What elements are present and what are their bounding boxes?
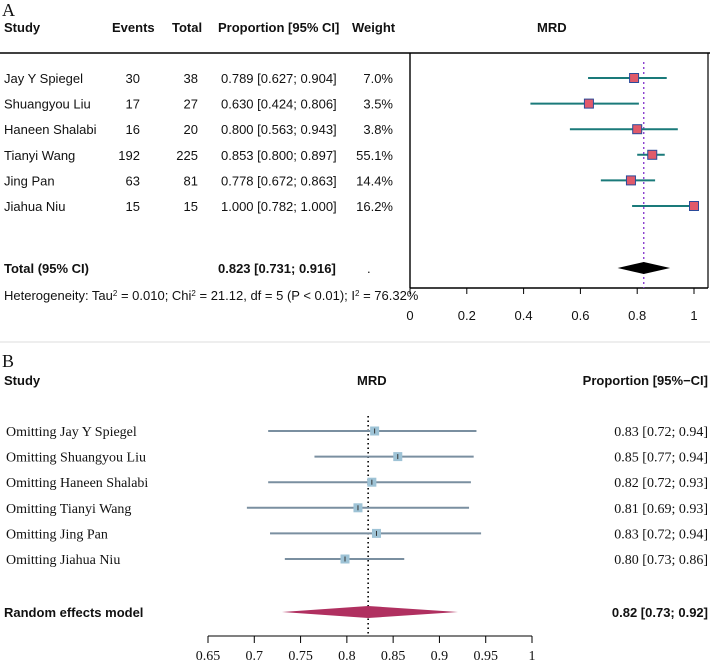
study-weight: 55.1%	[356, 148, 393, 163]
study-events: 16	[126, 122, 140, 137]
panel-a-tick-labels: 0 0.2 0.4 0.6 0.8 1	[406, 288, 698, 323]
panel-a-label: A	[2, 0, 15, 20]
study-events: 17	[126, 97, 140, 112]
study-name: Jay Y Spiegel	[4, 71, 83, 86]
het-tau-sup: 2	[113, 289, 118, 298]
study-ci-text: 0.853 [0.800; 0.897]	[221, 148, 337, 163]
study-ci-text: 1.000 [0.782; 1.000]	[221, 199, 337, 214]
het-i-sup: 2	[355, 289, 360, 298]
study-weight: 3.8%	[363, 122, 393, 137]
het-prefix: Heterogeneity: Tau	[4, 288, 113, 303]
panel-b-plot-title: MRD	[357, 373, 387, 388]
het-tau-val: = 0.010; Chi	[117, 288, 191, 303]
panel-b-col-study: Study	[4, 373, 41, 388]
het-chi-sup: 2	[191, 289, 196, 298]
pooled-diamond	[617, 262, 671, 274]
total-ci-text: 0.823 [0.731; 0.916]	[218, 261, 336, 276]
study-point-estimate	[583, 98, 594, 109]
col-header-total: Total	[172, 20, 202, 35]
study-name: Omitting Jiahua Niu	[6, 553, 120, 568]
study-point-estimate	[629, 73, 640, 83]
study-events: 30	[126, 71, 140, 86]
study-ci-text: 0.630 [0.424; 0.806]	[221, 97, 337, 112]
study-events: 63	[126, 173, 140, 188]
panel-b-tick-labels: 0.65 0.7 0.75 0.8 0.85 0.9 0.95 1	[196, 636, 536, 663]
het-chi-val: = 21.12, df = 5 (P < 0.01); I	[196, 288, 355, 303]
study-ci-text: 0.80 [0.73; 0.86]	[614, 553, 708, 568]
study-total: 81	[184, 173, 198, 188]
study-ci-text: 0.789 [0.627; 0.904]	[221, 71, 337, 86]
col-header-proportion: Proportion [95% CI]	[218, 20, 339, 35]
panel-a: A Study Events Total Proportion [95% CI]…	[0, 0, 710, 323]
study-weight: 14.4%	[356, 173, 393, 188]
x-tick-label: 1	[529, 649, 536, 663]
random-effects-ci-text: 0.82 [0.73; 0.92]	[612, 605, 708, 620]
study-name: Omitting Haneen Shalabi	[6, 476, 148, 491]
x-tick-label: 0.75	[288, 649, 313, 663]
study-ci-text: 0.778 [0.672; 0.863]	[221, 173, 337, 188]
total-label: Total (95% CI)	[4, 261, 89, 276]
study-ci-text: 0.85 [0.77; 0.94]	[614, 451, 708, 466]
study-total: 225	[176, 148, 198, 163]
study-name: Omitting Jing Pan	[6, 527, 108, 542]
study-ci-text: 0.83 [0.72; 0.94]	[614, 425, 708, 440]
study-name: Shuangyou Liu	[4, 97, 91, 112]
panel-b-plot-area	[246, 416, 482, 636]
heterogeneity-text: Heterogeneity: Tau2 = 0.010; Chi2 = 21.1…	[4, 288, 419, 303]
x-tick-label: 1	[690, 308, 697, 323]
study-name: Haneen Shalabi	[4, 122, 97, 137]
x-tick-label: 0.2	[458, 308, 476, 323]
panel-b: B Study MRD Proportion [95%−CI] Omitting…	[2, 351, 708, 663]
x-tick-label: 0.85	[381, 649, 406, 663]
pooled-diamond	[282, 606, 458, 618]
col-header-weight: Weight	[352, 20, 396, 35]
x-tick-label: 0.95	[473, 649, 498, 663]
study-name: Jiahua Niu	[4, 199, 65, 214]
panel-a-plot-title: MRD	[537, 20, 567, 35]
study-name: Omitting Jay Y Spiegel	[6, 425, 137, 440]
study-point-estimate	[632, 124, 643, 135]
study-weight: 7.0%	[363, 71, 393, 86]
study-weight: 16.2%	[356, 199, 393, 214]
x-tick-label: 0.8	[628, 308, 646, 323]
col-header-events: Events	[112, 20, 155, 35]
study-point-estimate	[625, 175, 636, 186]
x-tick-label: 0.4	[515, 308, 533, 323]
study-point-estimate	[689, 201, 699, 211]
random-effects-label: Random effects model	[4, 605, 143, 620]
panel-a-plot-area	[530, 62, 699, 288]
study-total: 20	[184, 122, 198, 137]
x-tick-label: 0	[406, 308, 413, 323]
study-total: 38	[184, 71, 198, 86]
panel-b-study-rows: Omitting Jay Y Spiegel 0.83 [0.72; 0.94] O…	[6, 425, 708, 568]
study-name: Tianyi Wang	[4, 148, 75, 163]
col-header-study: Study	[4, 20, 41, 35]
study-name: Omitting Tianyi Wang	[6, 502, 131, 517]
study-name: Omitting Shuangyou Liu	[6, 451, 146, 466]
panel-b-label: B	[2, 351, 14, 371]
study-total: 27	[184, 97, 198, 112]
x-tick-label: 0.65	[196, 649, 221, 663]
study-point-estimate	[647, 149, 658, 160]
study-total: 15	[184, 199, 198, 214]
x-tick-label: 0.9	[431, 649, 449, 663]
x-tick-label: 0.8	[338, 649, 356, 663]
x-tick-label: 0.7	[246, 649, 264, 663]
x-tick-label: 0.6	[571, 308, 589, 323]
study-ci-text: 0.81 [0.69; 0.93]	[614, 502, 708, 517]
study-events: 192	[118, 148, 140, 163]
study-weight: 3.5%	[363, 97, 393, 112]
total-weight-text: .	[367, 261, 371, 276]
study-ci-text: 0.83 [0.72; 0.94]	[614, 527, 708, 542]
het-i-val: = 76.32%	[359, 288, 418, 303]
study-ci-text: 0.800 [0.563; 0.943]	[221, 122, 337, 137]
panel-a-study-rows: Jay Y Spiegel 30 38 0.789 [0.627; 0.904] 7.0…	[4, 71, 393, 214]
study-events: 15	[126, 199, 140, 214]
panel-b-col-proportion: Proportion [95%−CI]	[583, 373, 708, 388]
study-ci-text: 0.82 [0.72; 0.93]	[614, 476, 708, 491]
study-name: Jing Pan	[4, 173, 55, 188]
